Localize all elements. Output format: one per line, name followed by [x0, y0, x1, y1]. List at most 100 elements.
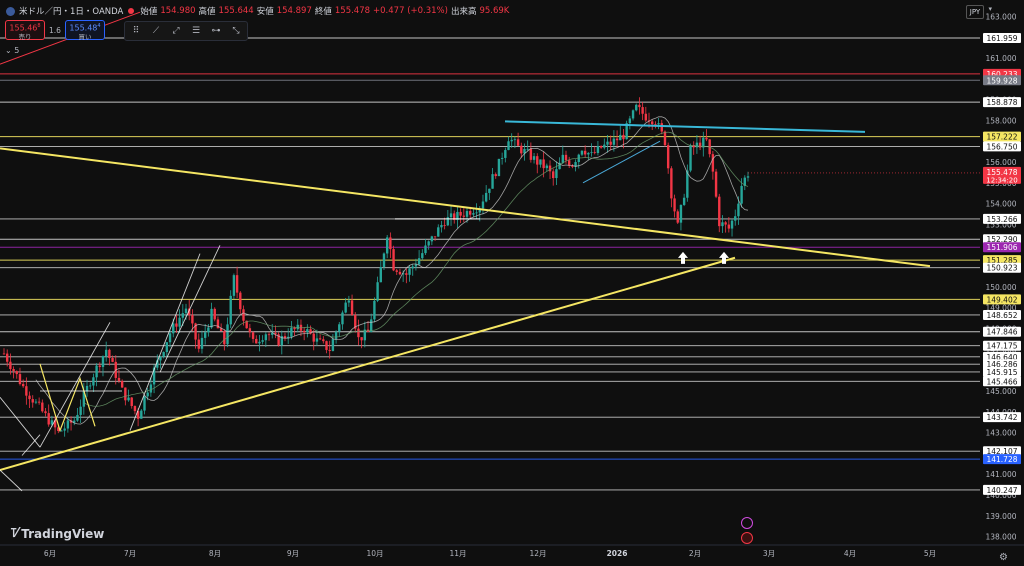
candle-body: [57, 427, 60, 432]
price-level-badge: [983, 340, 1021, 351]
descending-trendline: [0, 147, 931, 268]
candle-body: [382, 253, 386, 267]
channel-trendline: [582, 140, 661, 184]
y-tick-label: 150.000: [985, 283, 1016, 292]
flag-event-icon[interactable]: [741, 532, 753, 544]
candle-body: [79, 406, 82, 415]
candle-body: [290, 327, 293, 337]
candle-body: [271, 332, 274, 335]
candle-body: [133, 406, 137, 412]
price-level-badge: [983, 366, 1021, 377]
line-tool-icon[interactable]: ⟋: [152, 26, 160, 36]
price-level-label: 153.266: [986, 215, 1017, 224]
candle-body: [210, 308, 213, 328]
candle-body: [389, 237, 392, 250]
price-level-badge: [983, 454, 1021, 465]
y-tick-label: 145.000: [985, 387, 1016, 396]
candle-body: [306, 329, 309, 333]
candle-body: [140, 410, 143, 419]
drawing-line: [0, 396, 41, 448]
current-price-value: 155.478: [986, 168, 1017, 177]
extended-line-icon[interactable]: ⤡: [232, 26, 240, 36]
x-tick-label: 8月: [209, 549, 221, 558]
candle-body: [536, 156, 539, 165]
candle-body: [631, 110, 635, 119]
candle-body: [207, 327, 210, 333]
up-arrow-icon: [678, 251, 688, 264]
candle-body: [363, 329, 367, 341]
candle-body: [670, 168, 673, 199]
candle-body: [181, 313, 185, 318]
price-level-label: 150.923: [986, 264, 1017, 273]
candle-body: [430, 236, 434, 242]
candle-body: [82, 391, 86, 407]
candle-body: [401, 273, 405, 275]
candle-body: [529, 148, 533, 160]
candle-body: [727, 224, 731, 229]
candle-body: [373, 300, 376, 320]
indicators-toggle[interactable]: ⌄ 5: [5, 46, 20, 55]
candle-body: [258, 341, 261, 344]
symbol-name[interactable]: 米ドル／円・1日・OANDA: [19, 7, 124, 17]
candle-body: [162, 352, 165, 357]
drag-handle-icon[interactable]: ⠿: [132, 26, 140, 36]
sell-button[interactable]: 155.468 売り: [5, 20, 45, 41]
price-level-label: 143.742: [986, 413, 1017, 422]
indicator-count: 5: [14, 46, 20, 55]
x-tick-label: 12月: [529, 549, 546, 558]
candle-body: [219, 328, 223, 332]
x-tick-label: 7月: [124, 549, 136, 558]
lightning-event-icon[interactable]: [741, 517, 753, 529]
candle-body: [334, 331, 338, 340]
candle-body: [76, 414, 79, 421]
buy-price: 155.48: [69, 23, 98, 33]
candle-body: [261, 340, 264, 342]
drawing-line: [159, 245, 221, 373]
candle-body: [679, 204, 683, 223]
trend-tool-icon[interactable]: ⤢: [172, 26, 180, 36]
y-tick-label: 161.000: [985, 54, 1016, 63]
hline-tool-icon[interactable]: ⊶: [211, 26, 221, 36]
y-tick-label: 140.000: [985, 491, 1016, 500]
gear-icon[interactable]: ⚙: [999, 552, 1008, 563]
candle-body: [21, 384, 25, 387]
candle-body: [194, 323, 197, 340]
yellow-zigzag-drawing: [39, 363, 96, 433]
candle-body: [318, 338, 322, 340]
candle-body: [385, 237, 389, 254]
candle-body: [516, 139, 520, 146]
y-tick-label: 158.000: [985, 116, 1016, 125]
price-level-label: 157.222: [986, 133, 1017, 142]
x-tick-label: 3月: [763, 549, 775, 558]
candle-body: [124, 387, 127, 401]
candle-body: [338, 324, 341, 332]
y-tick-label: 149.000: [985, 304, 1016, 313]
candle-body: [28, 395, 31, 400]
candle-body: [312, 333, 315, 342]
candle-body: [472, 213, 475, 215]
up-arrow-icon: [719, 251, 729, 264]
buy-button[interactable]: 155.484 買い: [65, 20, 105, 41]
candle-body: [69, 420, 73, 423]
x-tick-label: 2月: [689, 549, 701, 558]
candle-body: [283, 336, 287, 339]
fib-tool-icon[interactable]: ☰: [191, 26, 201, 36]
candle-body: [232, 275, 236, 296]
candle-body: [702, 137, 705, 148]
candle-body: [172, 323, 175, 334]
candle-body: [619, 134, 622, 141]
candle-body: [689, 145, 692, 171]
chevron-down-icon[interactable]: ▾: [988, 5, 992, 13]
candle-body: [724, 222, 727, 225]
candle-body: [564, 154, 568, 161]
currency-selector[interactable]: JPY: [966, 5, 984, 19]
candle-body: [370, 319, 373, 332]
candle-body: [66, 420, 70, 429]
candle-body: [571, 165, 574, 167]
drawing-line: [39, 322, 111, 448]
candle-body: [143, 396, 146, 411]
candle-body: [130, 397, 133, 407]
candle-body: [651, 121, 654, 125]
candle-body: [18, 374, 22, 385]
